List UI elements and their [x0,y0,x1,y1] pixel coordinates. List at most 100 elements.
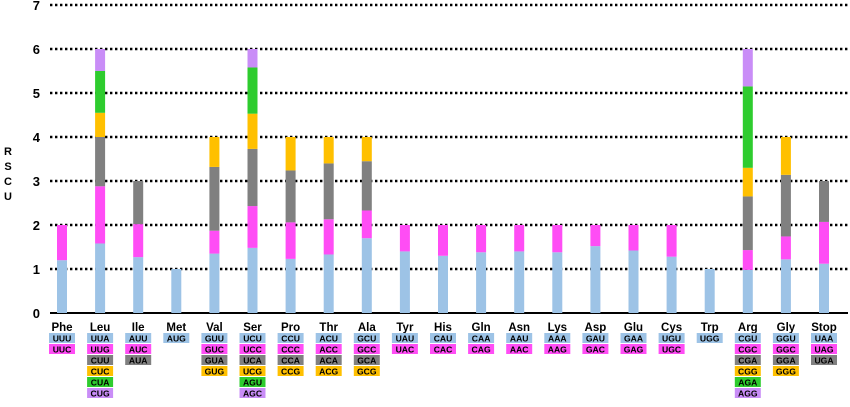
bar-segment-gca [361,161,372,211]
bar-segment-gga [780,174,791,237]
codon-swatch [239,344,266,354]
codon-swatch [430,333,456,343]
codon-label: GUC [205,344,224,354]
codon-swatch [87,355,114,365]
codon-label: UUC [53,344,72,354]
codon-label: UCA [243,355,262,365]
codon-swatch [772,344,799,354]
codon-swatch [620,344,647,354]
codon-swatch [315,333,342,343]
category-label: Pro [281,322,300,334]
codon-swatch [201,333,228,343]
codon-swatch [277,344,304,354]
codon-label: CGA [738,355,757,365]
codon-swatch [163,333,190,343]
codon-swatch [125,355,152,365]
bar-segment-aau [514,251,525,313]
bar-segment-acc [323,219,334,255]
codon-swatch [315,366,342,376]
category-label: Gln [472,322,491,334]
category-label: Val [206,322,223,334]
codon-label: CGU [738,333,757,343]
codon-label: AAG [548,344,567,354]
codon-swatch [315,344,342,354]
bar-segment-gau [590,246,601,313]
category-label: Tyr [396,322,414,334]
codon-swatch [544,333,571,343]
bar-segment-guu [209,253,220,313]
y-tick-label: 2 [33,218,40,233]
codon-swatch [201,344,228,354]
codon-swatch [811,344,837,354]
bar-segment-aac [514,225,525,252]
codon-swatch [87,388,114,398]
codon-label: CCU [281,333,300,343]
codon-label: AUG [167,333,186,343]
codon-label: CAC [434,344,453,354]
codon-label: GAC [586,344,605,354]
codon-swatch [87,344,114,354]
codon-swatch [277,333,304,343]
bar-segment-cgu [742,269,753,313]
codon-swatch [658,344,685,354]
codon-swatch [734,344,761,354]
codon-swatch [391,344,418,354]
bar-segment-aug [171,269,182,313]
codon-swatch [49,344,75,354]
codon-label: UUG [91,344,110,354]
bar-segment-aca [323,163,334,220]
codon-label: GAA [624,333,643,343]
bar-segment-agc [247,49,258,68]
bar-segment-ccu [285,258,296,313]
codon-swatch [582,333,609,343]
codon-label: ACA [319,355,338,365]
y-axis-label-letter: R [4,146,12,158]
y-axis-label-letter: C [4,176,12,188]
codon-label: AAC [510,344,529,354]
codon-swatch [353,355,380,365]
codon-swatch [430,344,456,354]
category-label: Stop [811,322,837,334]
bar-segment-ugc [666,225,677,257]
category-label: Ser [243,322,262,334]
bar-segment-gac [590,225,601,247]
bar-segment-cuc [95,112,106,137]
codon-label: AAA [548,333,567,343]
bar-segment-uuu [57,260,67,313]
codon-label: GUU [205,333,224,343]
category-label: Asn [508,322,530,334]
codon-label: UAU [396,333,415,343]
codon-label: AGG [738,388,758,398]
category-label: Glu [624,322,643,334]
bar-segment-acg [323,137,334,164]
bar-segment-ugg [704,269,715,313]
codon-label: AGU [243,377,262,387]
codon-label: AUC [129,344,148,354]
codon-label: AGA [738,377,757,387]
codon-label: GAU [586,333,605,343]
bar-segment-cuu [95,137,106,187]
category-label: Asp [585,322,607,334]
bar-segment-cgg [742,167,753,197]
bar-segment-auc [133,224,144,258]
bar-segment-uua [95,243,106,313]
bar-segment-ucu [247,247,258,313]
codon-swatch [772,333,799,343]
codon-swatch [87,366,114,376]
y-axis-label-letter: S [4,161,11,173]
codon-swatch [277,366,304,376]
codon-label: GCC [357,344,376,354]
codon-label: CAU [434,333,453,343]
codon-label: CUG [91,388,110,398]
